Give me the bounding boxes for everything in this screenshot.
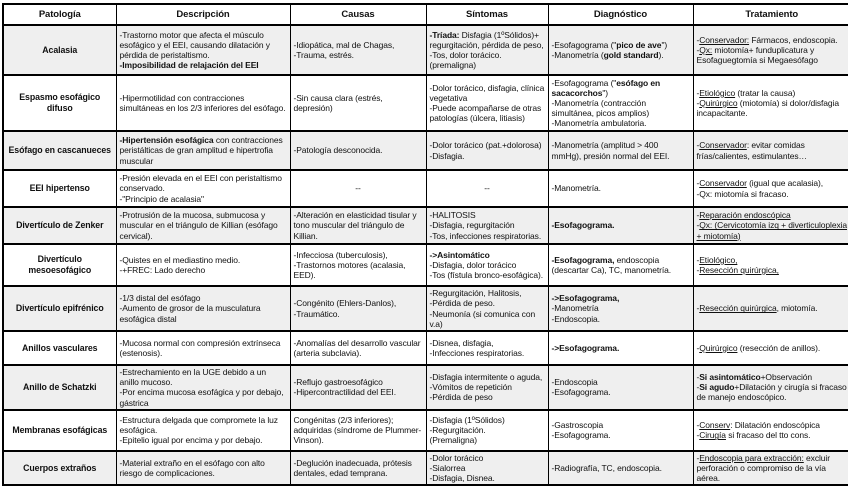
cell-patologia: Espasmo esofágico difuso [2, 74, 117, 132]
cell-sintomas: -Dolor torácico -Sialorrea -Disfagia, Disn… [425, 449, 549, 486]
cell-causas: -Patología desconocida. [289, 130, 427, 171]
cell-patologia: EEI hipertenso [2, 169, 117, 208]
cell-causas: -Alteración en elasticidad tisular y ton… [289, 206, 427, 245]
table-header: Patología Descripción Causas Síntomas Di… [2, 3, 848, 26]
cell-diagnostico: ->Esofagograma, -Manometría -Endoscopia. [547, 285, 694, 332]
cell-sintomas: -HALITOSIS -Disfagia, regurgitación -Tos, … [425, 206, 549, 245]
cell-patologia: Acalasia [2, 24, 117, 76]
table-row: Anillos vasculares -Mucosa normal con co… [2, 330, 848, 366]
table-row: Divertículo epifrénico -1/3 distal del e… [2, 285, 848, 332]
cell-sintomas: -Dolor torácico, disfagia, clínica veget… [425, 74, 549, 132]
table-row: Acalasia -Trastorno motor que afecta el … [2, 24, 848, 76]
cell-diagnostico: -Manometría. [547, 169, 694, 208]
cell-sintomas: -Disfagia intermitente o aguda, -Vómitos … [425, 364, 549, 411]
table-row: Anillo de Schatzki -Estrechamiento en la… [2, 364, 848, 411]
column-header-descripcion: Descripción [115, 3, 291, 26]
cell-patologia: Divertículo de Zenker [2, 206, 117, 245]
column-header-patologia: Patología [2, 3, 117, 26]
cell-causas: -Infecciosa (tuberculosis), -Trastornos m… [289, 243, 427, 287]
cell-tratamiento: -Endoscopia para extracción: excluir per… [692, 449, 848, 486]
cell-patologia: Divertículo mesoesofágico [2, 243, 117, 287]
cell-causas: -Deglución inadecuada, prótesis dentales… [289, 449, 427, 486]
cell-tratamiento: -Reparación endoscópica -Qx: (Cervicotomí… [692, 206, 848, 245]
cell-tratamiento: -Conservador (igual que acalasia), -Qx: m… [692, 169, 848, 208]
cell-sintomas: -Regurgitación, Halitosis, -Pérdida de pe… [425, 285, 549, 332]
cell-diagnostico: -Manometría (amplitud > 400 mmHg), presi… [547, 130, 694, 171]
cell-patologia: Membranas esofágicas [2, 408, 117, 452]
header-row: Patología Descripción Causas Síntomas Di… [2, 3, 848, 26]
cell-tratamiento: -Si asintomático+Observación -Si agudo+Di… [692, 364, 848, 411]
cell-causas: -Reflujo gastroesofágico -Hipercontractil… [289, 364, 427, 411]
cell-diagnostico: -Esofagograma, endoscopia (descartar Ca)… [547, 243, 694, 287]
cell-causas: -Sin causa clara (estrés, depresión) [289, 74, 427, 132]
cell-diagnostico: -Endoscopia -Esofagograma. [547, 364, 694, 411]
cell-descripcion: -Hipertensión esofágica con contraccione… [115, 130, 291, 171]
cell-causas: -Idiopática, mal de Chagas, -Trauma, estr… [289, 24, 427, 76]
cell-tratamiento: -Etiológico (tratar la causa) -Quirúrgico… [692, 74, 848, 132]
table-row: Divertículo de Zenker -Protrusión de la … [2, 206, 848, 245]
cell-diagnostico: -Gastroscopia -Esofagograma. [547, 408, 694, 452]
cell-causas: -Anomalías del desarrollo vascular (arte… [289, 330, 427, 366]
column-header-tratamiento: Tratamiento [692, 3, 848, 26]
cell-diagnostico: ->Esofagograma. [547, 330, 694, 366]
cell-diagnostico: -Esofagograma ("pico de ave") -Manometría… [547, 24, 694, 76]
column-header-causas: Causas [289, 3, 427, 26]
cell-sintomas: -Tríada: Disfagia (1ºSólidos)+ regurgita… [425, 24, 549, 76]
cell-descripcion: -Material extraño en el esófago con alto… [115, 449, 291, 486]
cell-causas: Congénitas (2/3 inferiores); adquiridas … [289, 408, 427, 452]
cell-descripcion: -Estructura delgada que compromete la lu… [115, 408, 291, 452]
column-header-diagnostico: Diagnóstico [547, 3, 694, 26]
column-header-sintomas: Síntomas [425, 3, 549, 26]
table-row: Cuerpos extraños -Material extraño en el… [2, 449, 848, 486]
cell-sintomas: -Disfagia (1ºSólidos) -Regurgitación. (Pre… [425, 408, 549, 452]
cell-patologia: Cuerpos extraños [2, 449, 117, 486]
cell-sintomas: -Disnea, disfagia, -Infecciones respirato… [425, 330, 549, 366]
cell-tratamiento: -Resección quirúrgica, miotomía. [692, 285, 848, 332]
cell-tratamiento: -Conservador: Fármacos, endoscopia. -Qx: … [692, 24, 848, 76]
cell-descripcion: -1/3 distal del esófago -Aumento de groso… [115, 285, 291, 332]
table-body: Acalasia -Trastorno motor que afecta el … [2, 24, 848, 486]
cell-causas: -- [289, 169, 427, 208]
cell-tratamiento: -Quirúrgico (resección de anillos). [692, 330, 848, 366]
cell-patologia: Esófago en cascanueces [2, 130, 117, 171]
cell-tratamiento: -Conserv: Dilatación endoscópica -Cirugía… [692, 408, 848, 452]
cell-patologia: Divertículo epifrénico [2, 285, 117, 332]
pathology-table: Patología Descripción Causas Síntomas Di… [2, 3, 848, 486]
cell-descripcion: -Quistes en el mediastino medio. -+FREC: … [115, 243, 291, 287]
cell-patologia: Anillo de Schatzki [2, 364, 117, 411]
cell-descripcion: -Presión elevada en el EEI con peristalt… [115, 169, 291, 208]
cell-sintomas: -- [425, 169, 549, 208]
cell-descripcion: -Estrechamiento en la UGE debido a un an… [115, 364, 291, 411]
cell-diagnostico: -Radiografía, TC, endoscopia. [547, 449, 694, 486]
cell-descripcion: -Hipermotilidad con contracciones simult… [115, 74, 291, 132]
cell-causas: -Congénito (Ehlers-Danlos), -Traumático. [289, 285, 427, 332]
table-row: Divertículo mesoesofágico -Quistes en el… [2, 243, 848, 287]
cell-patologia: Anillos vasculares [2, 330, 117, 366]
cell-descripcion: -Mucosa normal con compresión extrínseca… [115, 330, 291, 366]
cell-descripcion: -Trastorno motor que afecta el músculo e… [115, 24, 291, 76]
cell-tratamiento: -Etiológico, -Resección quirúrgica, [692, 243, 848, 287]
cell-diagnostico: -Esofagograma ("esófago en sacacorchos")… [547, 74, 694, 132]
cell-diagnostico: -Esofagograma. [547, 206, 694, 245]
cell-tratamiento: -Conservador: evitar comidas frías/calie… [692, 130, 848, 171]
table-row: EEI hipertenso -Presión elevada en el EE… [2, 169, 848, 208]
cell-sintomas: -Dolor torácico (pat.+dolorosa) -Disfagia… [425, 130, 549, 171]
cell-descripcion: -Protrusión de la mucosa, submucosa y mu… [115, 206, 291, 245]
table-row: Esófago en cascanueces -Hipertensión eso… [2, 130, 848, 171]
table-row: Membranas esofágicas -Estructura delgada… [2, 408, 848, 452]
table-row: Espasmo esofágico difuso -Hipermotilidad… [2, 74, 848, 132]
cell-sintomas: ->Asintomático -Disfagia, dolor torácico -… [425, 243, 549, 287]
